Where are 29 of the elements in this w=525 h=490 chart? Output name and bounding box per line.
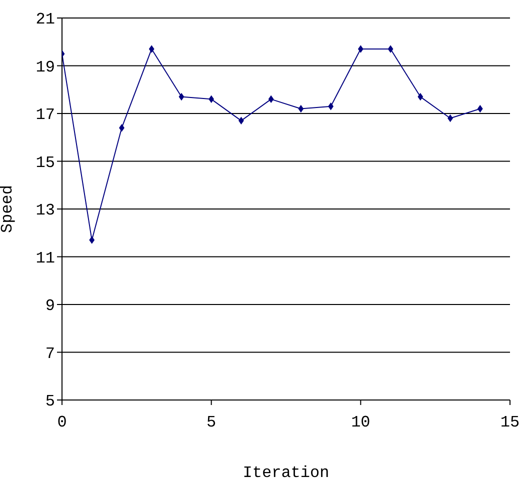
y-tick-label: 17 [36, 106, 55, 124]
point [238, 117, 244, 124]
point [388, 46, 394, 53]
point [328, 102, 334, 110]
x-tick-label: 5 [206, 413, 216, 432]
y-tick-label: 11 [36, 249, 55, 268]
y-tick-label: 5 [45, 392, 55, 411]
point [208, 96, 214, 103]
point [298, 105, 304, 112]
x-axis-title: Iteration [242, 464, 330, 482]
point [268, 96, 274, 103]
point [119, 124, 124, 132]
y-tick-label: 21 [36, 10, 55, 29]
y-tick-label: 9 [45, 297, 55, 316]
point [478, 105, 483, 112]
y-tick-label: 19 [36, 58, 55, 76]
point [418, 93, 423, 100]
y-tick-label: 15 [36, 154, 55, 172]
point [89, 236, 94, 244]
point [448, 114, 453, 122]
point [149, 46, 154, 53]
y-axis-title: Speed [0, 184, 17, 234]
x-tick-label: 10 [351, 413, 370, 432]
y-tick-label: 13 [36, 202, 55, 220]
point [358, 46, 364, 53]
x-tick-label: 0 [57, 413, 67, 432]
y-tick-label: 7 [45, 344, 55, 363]
x-tick-label: 15 [500, 413, 520, 432]
point [178, 93, 184, 100]
